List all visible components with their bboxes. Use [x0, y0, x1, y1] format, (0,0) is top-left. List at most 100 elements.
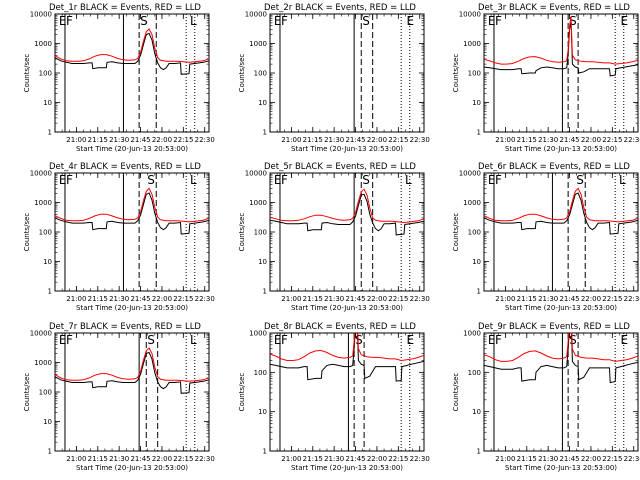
x-tick-label: 21:15	[303, 295, 323, 303]
x-tick-label: 21:30	[109, 455, 129, 463]
x-tick-label: 22:00	[152, 136, 172, 144]
marker-label: S	[362, 173, 370, 187]
marker-label: E	[620, 14, 628, 28]
y-tick-label: 100	[39, 70, 52, 78]
chart-title: Det_7r BLACK = Events, RED = LLD	[49, 322, 201, 332]
marker-label: E	[59, 14, 67, 28]
y-tick-label: 1000	[34, 359, 52, 367]
chart-panel-9: Det_9r BLACK = Events, RED = LLD 1 10 100 10…	[452, 322, 640, 472]
x-tick-label: 21:15	[303, 455, 323, 463]
y-tick-label: 10	[472, 99, 481, 107]
marker-label: F	[495, 173, 502, 187]
x-tick-label: 21:00	[281, 455, 301, 463]
x-tick-label: 22:15	[173, 295, 193, 303]
y-tick-label: 10000	[459, 11, 481, 19]
y-tick-label: 10	[258, 99, 267, 107]
marker-label: L	[190, 173, 197, 187]
y-tick-label: 100	[468, 70, 481, 78]
marker-label: S	[362, 14, 370, 28]
x-tick-label: 21:30	[324, 136, 344, 144]
x-tick-label: 21:30	[538, 136, 558, 144]
x-tick-label: 21:00	[66, 295, 86, 303]
marker-label: S	[576, 173, 584, 187]
y-tick-label: 100	[254, 229, 267, 237]
x-tick-label: 21:15	[88, 295, 108, 303]
marker-label: F	[66, 173, 73, 187]
plot-frame	[54, 172, 210, 292]
marker-label: F	[495, 333, 502, 347]
x-axis-label: Start Time (20-Jun-13 20:53:00)	[505, 304, 617, 312]
x-tick-label: 21:45	[130, 455, 150, 463]
y-tick-label: 10000	[30, 330, 52, 338]
series-line-events	[55, 351, 209, 394]
plot-frame	[483, 332, 639, 452]
marker-label: L	[405, 173, 412, 187]
x-tick-label: 21:45	[559, 455, 579, 463]
series-line-events	[55, 192, 209, 235]
x-tick-label: 22:15	[388, 455, 408, 463]
y-tick-label: 1	[477, 129, 481, 137]
x-tick-label: 21:45	[345, 136, 365, 144]
x-tick-label: 21:00	[66, 136, 86, 144]
x-axis-label: Start Time (20-Jun-13 20:53:00)	[76, 304, 188, 312]
x-tick-label: 21:45	[345, 455, 365, 463]
x-tick-label: 21:00	[495, 136, 515, 144]
x-tick-label: 22:30	[624, 136, 640, 144]
x-tick-label: 22:00	[581, 455, 601, 463]
y-tick-label: 1000	[34, 40, 52, 48]
plot-frame	[54, 13, 210, 133]
series-line-events	[484, 192, 638, 235]
series-line-events	[484, 20, 638, 77]
marker-label: E	[274, 173, 282, 187]
chart-title: Det_1r BLACK = Events, RED = LLD	[49, 3, 201, 13]
series-line-events	[484, 333, 638, 384]
marker-label: E	[488, 173, 496, 187]
x-tick-label: 22:15	[173, 136, 193, 144]
y-tick-label: 1	[48, 288, 52, 296]
x-tick-label: 21:45	[130, 136, 150, 144]
y-tick-label: 1	[263, 448, 267, 456]
y-tick-label: 1000	[463, 199, 481, 207]
x-axis-label: Start Time (20-Jun-13 20:53:00)	[76, 145, 188, 153]
y-tick-label: 1	[48, 448, 52, 456]
marker-label: F	[281, 333, 288, 347]
series-line-lld	[55, 187, 209, 223]
marker-label: S	[147, 173, 155, 187]
x-tick-label: 21:15	[517, 455, 537, 463]
x-tick-label: 22:15	[602, 295, 622, 303]
marker-label: S	[355, 333, 363, 347]
y-axis-label: Counts/sec	[238, 373, 246, 412]
y-tick-label: 10	[43, 418, 52, 426]
x-tick-label: 21:30	[538, 455, 558, 463]
marker-label: E	[620, 333, 628, 347]
series-group	[484, 333, 638, 384]
y-tick-label: 10	[258, 258, 267, 266]
y-axis-label: Counts/sec	[452, 213, 460, 252]
y-tick-label: 100	[468, 369, 481, 377]
plot-frame	[54, 332, 210, 452]
series-group	[55, 28, 209, 75]
x-tick-label: 22:30	[195, 295, 215, 303]
series-group	[484, 187, 638, 235]
y-tick-label: 1000	[34, 199, 52, 207]
marker-label: E	[488, 14, 496, 28]
x-tick-label: 21:45	[559, 136, 579, 144]
marker-label: S	[569, 333, 577, 347]
y-axis-label: Counts/sec	[23, 213, 31, 252]
x-tick-label: 22:30	[410, 295, 430, 303]
y-tick-label: 10000	[30, 11, 52, 19]
y-tick-label: 100	[39, 389, 52, 397]
chart-panel-7: Det_7r BLACK = Events, RED = LLD 1 10 100 10…	[23, 322, 215, 472]
x-tick-label: 21:15	[303, 136, 323, 144]
y-tick-label: 10000	[245, 11, 267, 19]
marker-label: S	[569, 14, 577, 28]
marker-label: E	[406, 14, 414, 28]
series-line-lld	[55, 28, 209, 63]
y-tick-label: 10000	[245, 170, 267, 178]
x-tick-label: 22:15	[602, 136, 622, 144]
y-tick-label: 10000	[30, 170, 52, 178]
y-tick-label: 10	[472, 258, 481, 266]
chart-title: Det_2r BLACK = Events, RED = LLD	[264, 3, 416, 13]
x-tick-label: 22:30	[410, 136, 430, 144]
